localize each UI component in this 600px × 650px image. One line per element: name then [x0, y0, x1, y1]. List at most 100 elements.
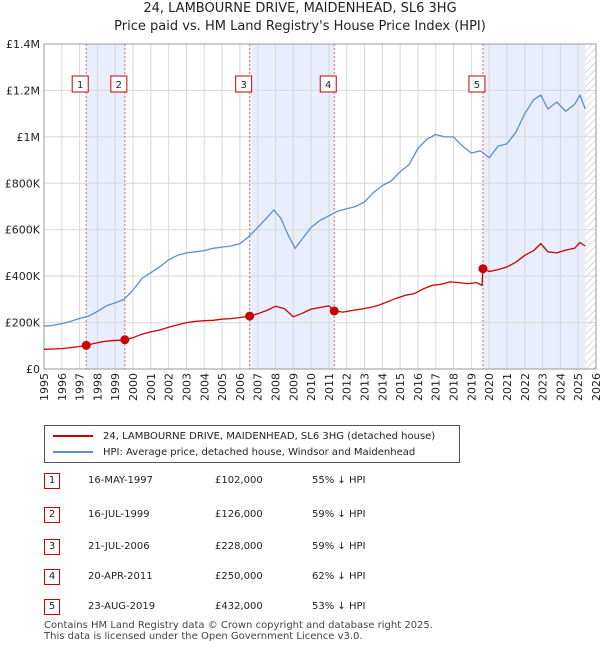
y-tick-label: £800K: [5, 177, 41, 190]
sale-number-label: 5: [474, 80, 480, 91]
x-tick-label: 1998: [91, 373, 104, 401]
sale-point: [81, 340, 91, 350]
sale-number-badge: 3: [44, 539, 60, 555]
x-tick-label: 1996: [56, 373, 69, 401]
x-tick-label: 2015: [394, 373, 407, 401]
x-tick-label: 2020: [483, 373, 496, 401]
sale-number-label: 4: [325, 80, 331, 91]
sale-price: £102,000: [215, 475, 263, 486]
chart-legend: 24, LAMBOURNE DRIVE, MAIDENHEAD, SL6 3HG…: [44, 425, 460, 463]
y-tick-label: £0: [26, 363, 40, 376]
sale-date: 21-JUL-2006: [88, 541, 150, 552]
x-tick-label: 2005: [216, 373, 229, 401]
x-tick-label: 2007: [252, 373, 265, 401]
forecast-hatch: [585, 44, 596, 369]
x-tick-label: 2021: [501, 373, 514, 401]
sale-point: [245, 311, 255, 321]
sale-hpi-diff: 55% ↓ HPI: [312, 475, 366, 486]
table-row: 1 16-MAY-1997 £102,000 55% ↓ HPI: [0, 472, 600, 490]
sale-date: 23-AUG-2019: [88, 601, 156, 612]
y-tick-label: £600K: [5, 224, 41, 237]
sale-date: 20-APR-2011: [88, 571, 153, 582]
sale-date: 16-JUL-1999: [88, 509, 150, 520]
sale-number-box: [71, 75, 89, 93]
property-price-line: [43, 241, 586, 350]
x-tick-label: 2019: [465, 373, 478, 401]
sale-number-box: [468, 75, 486, 93]
x-tick-label: 2004: [198, 373, 211, 401]
sale-hpi-diff: 62% ↓ HPI: [312, 571, 366, 582]
x-tick-label: 1999: [109, 373, 122, 401]
sale-hpi-diff: 59% ↓ HPI: [312, 541, 366, 552]
sale-number-label: 3: [240, 80, 246, 91]
x-tick-label: 1997: [74, 373, 87, 401]
x-tick-label: 2025: [572, 373, 585, 401]
x-tick-label: 1995: [38, 373, 51, 401]
legend-label-hpi: HPI: Average price, detached house, Wind…: [103, 446, 416, 458]
table-row: 3 21-JUL-2006 £228,000 59% ↓ HPI: [0, 538, 600, 556]
sale-number-badge: 2: [44, 507, 60, 523]
footer-copyright: Contains HM Land Registry data © Crown c…: [44, 620, 433, 631]
x-tick-label: 2022: [519, 373, 532, 401]
y-tick-label: £400K: [5, 270, 41, 283]
x-tick-label: 2003: [180, 373, 193, 401]
y-tick-label: £1M: [17, 131, 41, 144]
sale-number-badge: 1: [44, 473, 60, 489]
x-tick-label: 2023: [537, 373, 550, 401]
x-tick-label: 2008: [269, 373, 282, 401]
hpi-line: [43, 94, 586, 327]
price-chart: 1 2 3 4 5 £0 £200K £400K £600K £800K £1M £1.2M £1.4M…: [5, 38, 600, 401]
sale-point: [329, 306, 339, 316]
legend-swatch-property: [53, 435, 93, 437]
plot-border: [43, 43, 597, 370]
x-tick-label: 2000: [127, 373, 140, 401]
x-tick-label: 2001: [145, 373, 158, 401]
legend-label-property: 24, LAMBOURNE DRIVE, MAIDENHEAD, SL6 3HG…: [103, 430, 436, 442]
y-tick-label: £1.2M: [6, 84, 40, 97]
chart-subtitle: Price paid vs. HM Land Registry's House …: [114, 19, 486, 34]
legend-item-property: 24, LAMBOURNE DRIVE, MAIDENHEAD, SL6 3HG…: [53, 429, 435, 443]
x-tick-label: 2014: [376, 373, 389, 401]
footer-licence: This data is licensed under the Open Gov…: [44, 631, 363, 642]
table-row: 5 23-AUG-2019 £432,000 53% ↓ HPI: [0, 598, 600, 616]
y-tick-label: £1.4M: [6, 38, 40, 51]
legend-swatch-hpi: [53, 451, 93, 453]
sale-number-badge: 5: [44, 599, 60, 615]
sale-number-box: [110, 75, 128, 93]
legend-item-hpi: HPI: Average price, detached house, Wind…: [53, 445, 415, 459]
sale-number-box: [235, 75, 253, 93]
x-tick-label: 2018: [448, 373, 461, 401]
sale-date: 16-MAY-1997: [88, 475, 154, 486]
x-tick-label: 2006: [234, 373, 247, 401]
sale-hpi-diff: 59% ↓ HPI: [312, 509, 366, 520]
sale-number-box: [319, 75, 337, 93]
y-tick-label: £200K: [5, 317, 41, 330]
sale-number-label: 2: [116, 80, 122, 91]
footer-notice: Contains HM Land Registry data © Crown c…: [44, 620, 433, 642]
sale-price: £432,000: [215, 601, 263, 612]
x-tick-label: 2009: [287, 373, 300, 401]
x-tick-label: 2017: [430, 373, 443, 401]
x-tick-label: 2012: [341, 373, 354, 401]
x-tick-label: 2010: [305, 373, 318, 401]
sale-price: £228,000: [215, 541, 263, 552]
x-tick-label: 2026: [590, 373, 600, 401]
sale-number-badge: 4: [44, 569, 60, 585]
table-row: 2 16-JUL-1999 £126,000 59% ↓ HPI: [0, 506, 600, 524]
table-row: 4 20-APR-2011 £250,000 62% ↓ HPI: [0, 568, 600, 586]
sale-period-shade: [249, 44, 335, 369]
sale-price: £126,000: [215, 509, 263, 520]
sale-price: £250,000: [215, 571, 263, 582]
x-tick-label: 2002: [163, 373, 176, 401]
sale-period-shade: [482, 44, 586, 369]
sale-period-shade: [86, 44, 125, 369]
sale-point: [120, 335, 130, 345]
sale-point: [478, 264, 488, 274]
x-tick-label: 2016: [412, 373, 425, 401]
sale-hpi-diff: 53% ↓ HPI: [312, 601, 366, 612]
x-tick-label: 2024: [554, 373, 567, 401]
x-tick-label: 2011: [323, 373, 336, 401]
x-tick-label: 2013: [359, 373, 372, 401]
chart-title: 24, LAMBOURNE DRIVE, MAIDENHEAD, SL6 3HG: [143, 1, 457, 16]
sale-number-label: 1: [77, 80, 83, 91]
